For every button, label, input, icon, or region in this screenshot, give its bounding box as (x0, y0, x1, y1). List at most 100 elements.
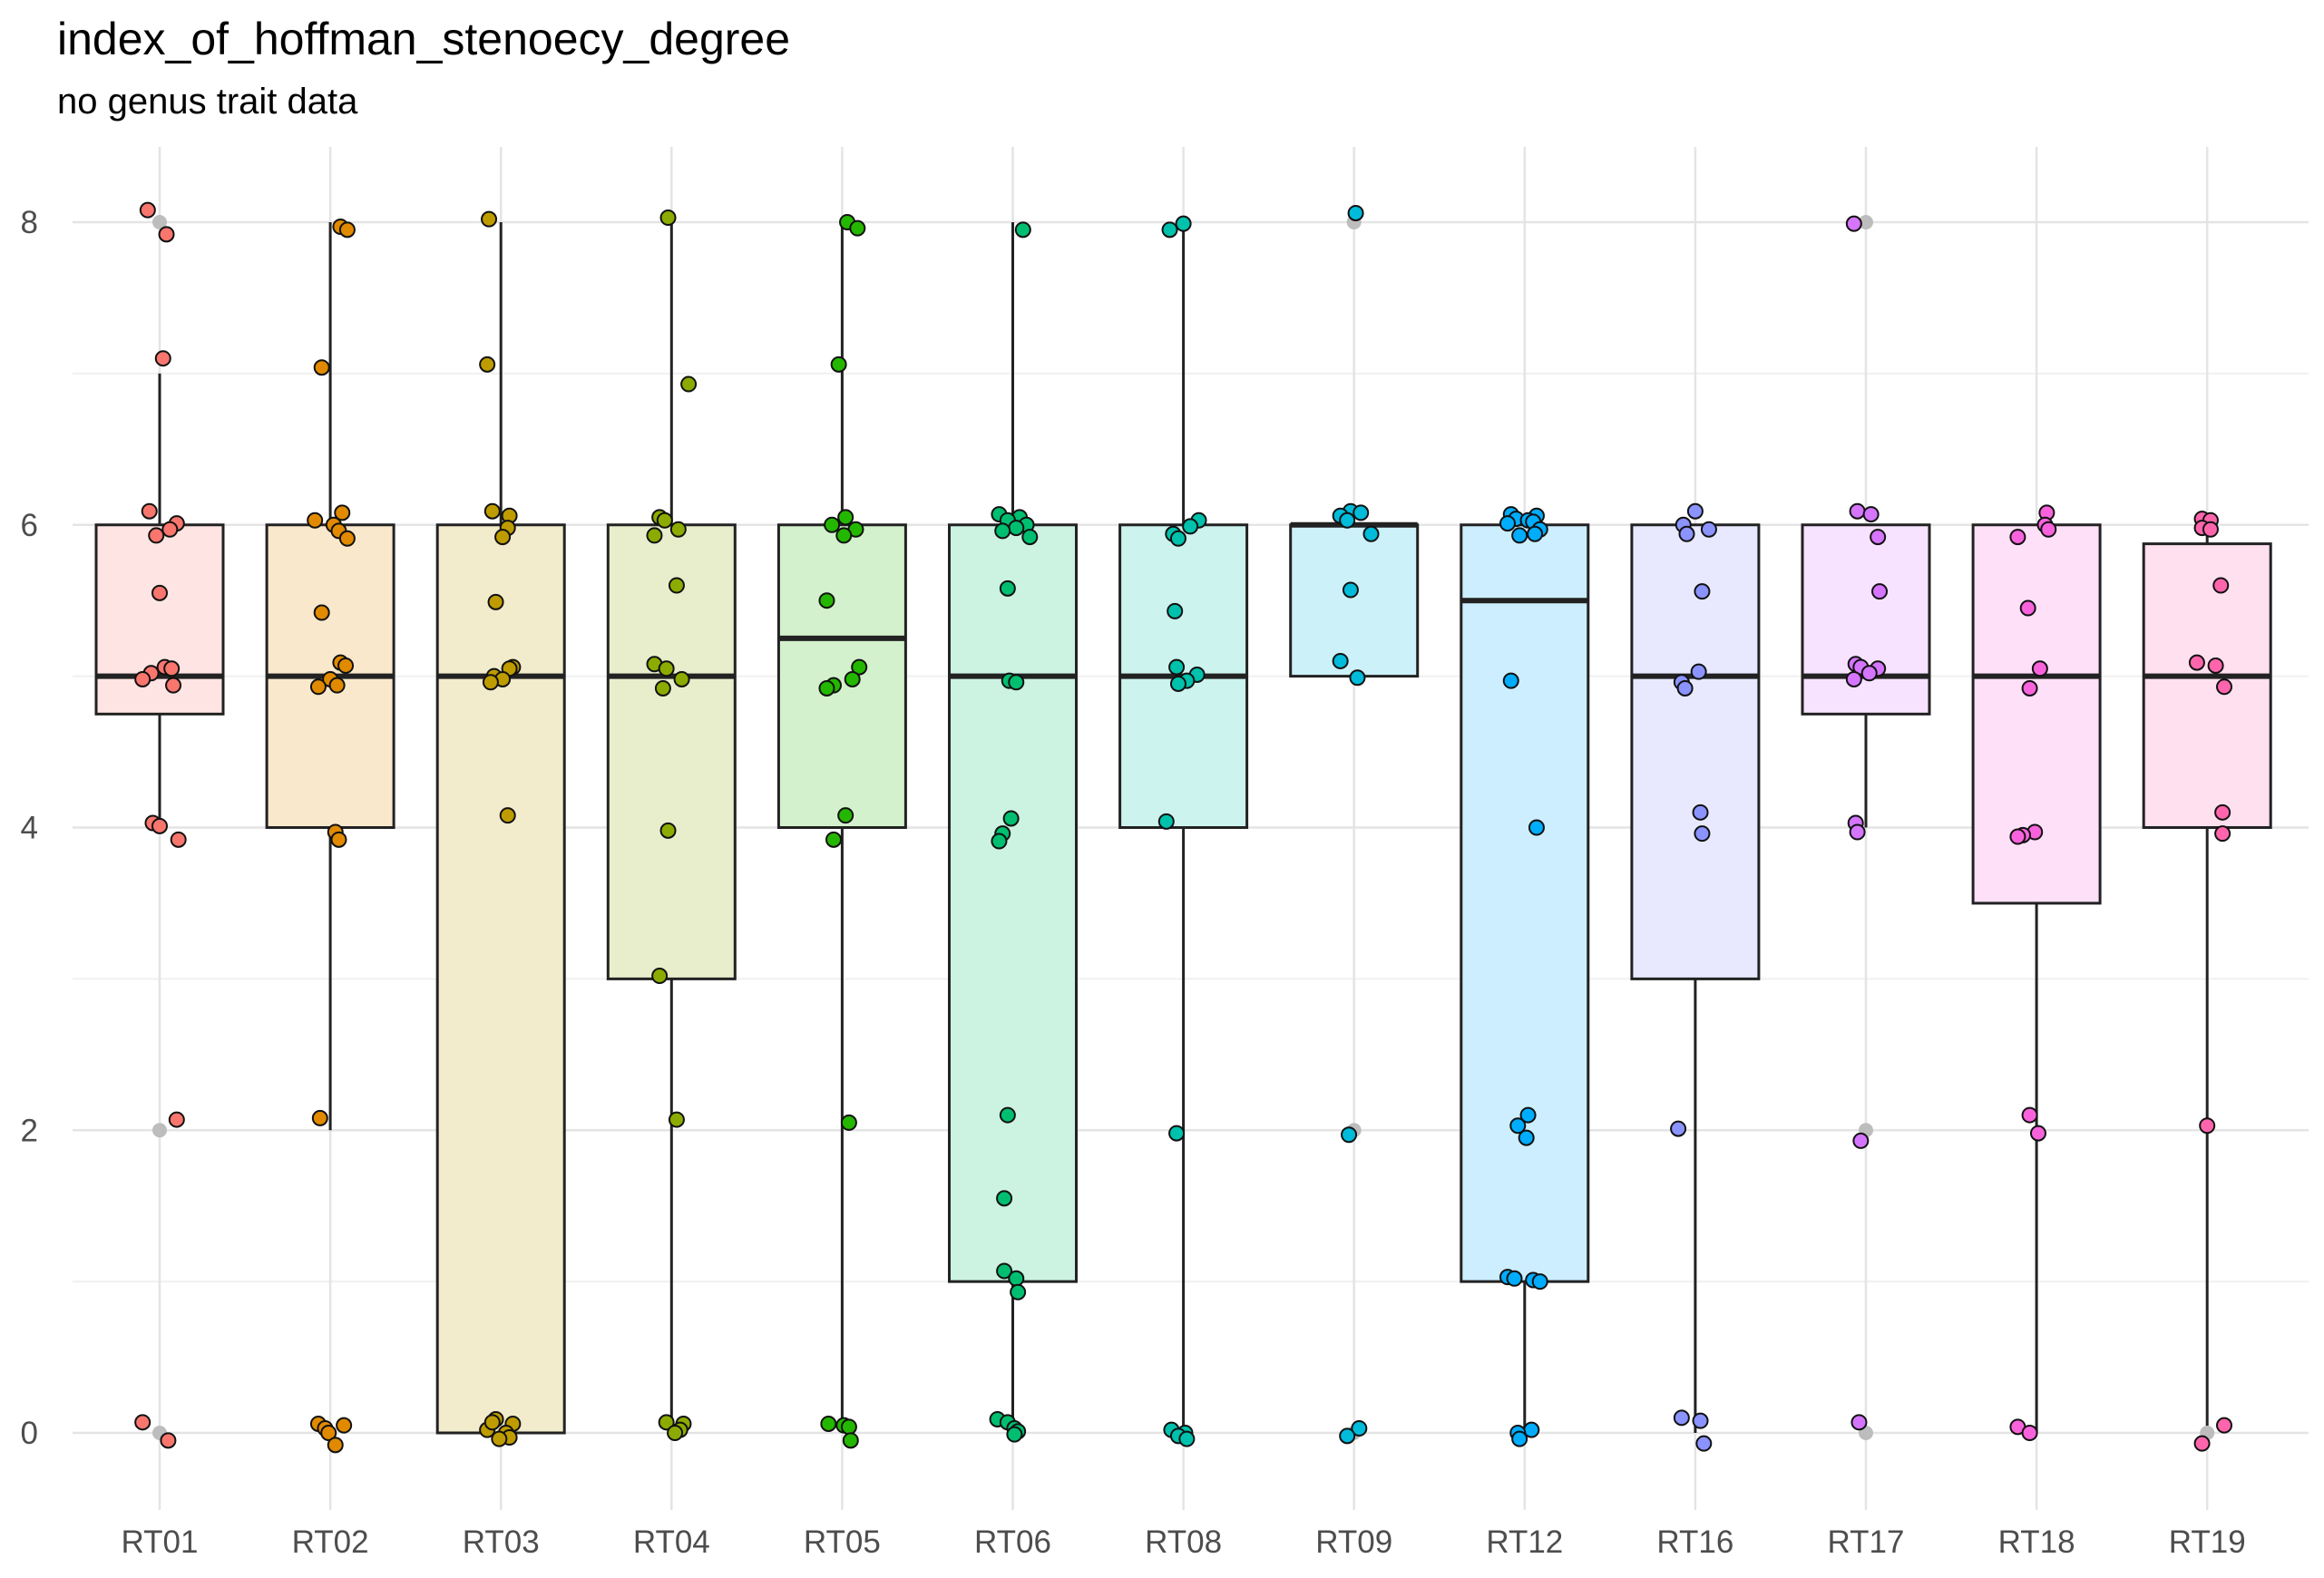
y-tick-label: 4 (21, 811, 38, 846)
x-tick-label: RT17 (1828, 1524, 1905, 1560)
data-point (1339, 1427, 1356, 1445)
data-point (161, 521, 179, 538)
data-point (1175, 215, 1192, 232)
data-point (658, 660, 675, 677)
box-rt17 (1801, 523, 1931, 716)
chart-title: index_of_hoffman_stenoecy_degree (57, 14, 791, 64)
data-point (658, 1414, 675, 1431)
data-point (2029, 1125, 2046, 1142)
data-point (2216, 1417, 2233, 1434)
y-tick-label: 8 (21, 205, 38, 240)
data-point (1168, 1125, 1186, 1142)
x-tick-label: RT01 (122, 1524, 199, 1560)
data-point (1845, 670, 1862, 687)
x-tick-label: RT08 (1145, 1524, 1222, 1560)
data-point (1695, 1435, 1713, 1452)
data-point (818, 679, 835, 696)
data-point (820, 1415, 837, 1432)
y-tick-label: 2 (21, 1113, 38, 1148)
data-point (170, 831, 187, 848)
data-point (2021, 1106, 2038, 1124)
data-point (309, 678, 327, 696)
data-point (491, 1430, 508, 1447)
data-point (1511, 1430, 1528, 1447)
data-point (1694, 583, 1711, 600)
data-point (1008, 520, 1025, 537)
x-tick-label: RT02 (292, 1524, 369, 1560)
x-tick-label: RT05 (804, 1524, 881, 1560)
data-point (837, 509, 854, 526)
data-point (1014, 221, 1031, 239)
data-point (1157, 813, 1175, 830)
data-point (1010, 1283, 1027, 1300)
box-rt12 (1460, 523, 1590, 1283)
data-point (1332, 652, 1349, 669)
data-point (1341, 1126, 1358, 1144)
data-point (154, 350, 171, 367)
data-point (2009, 828, 2026, 845)
data-point (991, 833, 1008, 850)
data-point (1531, 1273, 1548, 1291)
data-point (667, 1425, 684, 1441)
data-point (483, 1414, 501, 1431)
data-point (2193, 1435, 2211, 1452)
data-point (1169, 530, 1186, 547)
data-point (334, 504, 351, 521)
data-point (825, 831, 842, 848)
data-point (2009, 529, 2026, 546)
data-point (1342, 581, 1359, 599)
data-point (1362, 525, 1380, 542)
data-point (1700, 521, 1717, 538)
data-point (1527, 525, 1544, 542)
data-point (1182, 518, 1199, 535)
data-point (2188, 654, 2205, 671)
data-point (151, 817, 168, 834)
data-point (160, 1432, 177, 1449)
data-point (668, 577, 685, 594)
y-tick-label: 0 (21, 1416, 38, 1451)
x-tick-label: RT06 (974, 1524, 1051, 1560)
data-point (158, 226, 175, 243)
data-point (1692, 1412, 1709, 1429)
data-point (1499, 515, 1516, 532)
data-point (1008, 1270, 1025, 1287)
data-point (151, 584, 168, 601)
chart-subtitle: no genus trait data (57, 82, 358, 122)
data-point (1349, 669, 1366, 687)
data-point (1860, 665, 1878, 682)
data-point (1006, 1426, 1023, 1443)
x-tick-label: RT04 (633, 1524, 710, 1560)
data-point (999, 1106, 1016, 1124)
box-rt19 (2142, 542, 2272, 829)
x-tick-label: RT03 (463, 1524, 540, 1560)
data-point (165, 677, 182, 694)
data-point (148, 527, 165, 544)
data-point (1519, 1106, 1537, 1124)
data-point (1862, 506, 1880, 523)
data-point (844, 670, 861, 687)
data-point (2021, 1425, 2038, 1441)
box-rt18 (1971, 523, 2102, 905)
data-point (842, 1432, 859, 1449)
data-point (1352, 504, 1370, 521)
data-point (835, 527, 853, 544)
data-point (1347, 204, 1364, 221)
data-point (830, 356, 847, 373)
data-point (499, 807, 516, 824)
data-point (1169, 675, 1186, 692)
data-point (1161, 221, 1178, 239)
data-point (313, 604, 330, 621)
data-point (994, 522, 1011, 540)
data-point (659, 822, 677, 839)
data-point (840, 1418, 857, 1436)
data-point (824, 516, 841, 533)
data-point (1351, 1419, 1368, 1437)
box-rt06 (948, 523, 1078, 1283)
x-tick-label: RT18 (1998, 1524, 2075, 1560)
data-point (163, 660, 181, 677)
box-rt05 (776, 523, 907, 829)
x-tick-label: RT09 (1315, 1524, 1392, 1560)
data-point (2040, 521, 2057, 538)
data-point (1339, 511, 1356, 529)
